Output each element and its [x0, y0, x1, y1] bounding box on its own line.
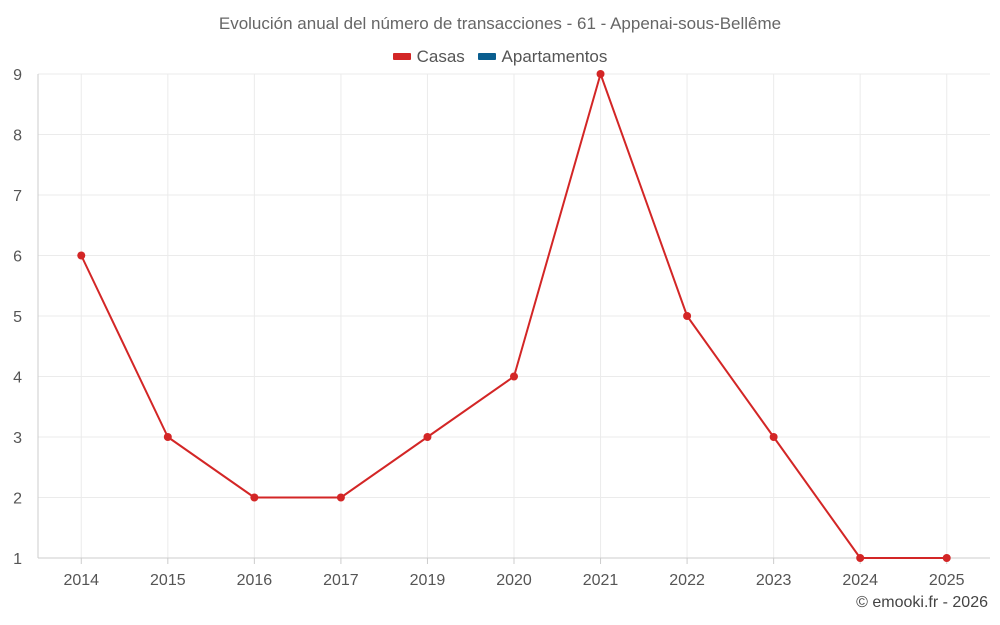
y-tick-label: 6 [13, 249, 22, 266]
chart-legend: Casas Apartamentos [0, 45, 1000, 67]
legend-item-apartamentos[interactable]: Apartamentos [477, 46, 608, 67]
x-tick-label: 2023 [756, 572, 792, 589]
data-point-casas [769, 433, 778, 441]
y-tick-label: 1 [13, 551, 22, 568]
y-tick-label: 5 [13, 309, 22, 326]
x-tick-label: 2019 [410, 572, 446, 589]
x-tick-label: 2016 [237, 572, 273, 589]
x-tick-label: 2020 [496, 572, 532, 589]
x-tick-label: 2015 [150, 572, 186, 589]
data-point-casas [596, 70, 605, 78]
data-point-casas [423, 433, 432, 441]
x-tick-label: 2017 [323, 572, 359, 589]
data-point-casas [856, 554, 865, 562]
data-point-casas [163, 433, 172, 441]
data-point-casas [336, 493, 345, 502]
legend-swatch-apartamentos [477, 53, 496, 60]
x-tick-label: 2025 [929, 572, 965, 589]
y-tick-label: 8 [13, 128, 22, 145]
credit-text: © emooki.fr - 2026 [856, 594, 988, 611]
legend-item-casas[interactable]: Casas [392, 46, 465, 67]
y-tick-label: 9 [13, 67, 22, 84]
data-point-casas [942, 554, 951, 562]
legend-swatch-casas [392, 53, 411, 60]
data-point-casas [683, 312, 692, 320]
data-point-casas [250, 493, 259, 502]
chart-title: Evolución anual del número de transaccio… [218, 14, 782, 33]
y-tick-label: 4 [13, 370, 22, 387]
legend-label-casas: Casas [416, 46, 465, 66]
y-tick-label: 7 [13, 188, 22, 205]
data-point-casas [510, 372, 518, 381]
x-tick-label: 2014 [63, 572, 99, 589]
y-tick-label: 2 [13, 491, 22, 508]
x-tick-label: 2024 [842, 572, 878, 589]
data-point-casas [77, 251, 86, 260]
x-tick-label: 2021 [583, 572, 619, 589]
y-tick-label: 3 [13, 430, 22, 447]
legend-label-apartamentos: Apartamentos [501, 46, 608, 66]
x-tick-label: 2022 [669, 572, 705, 589]
